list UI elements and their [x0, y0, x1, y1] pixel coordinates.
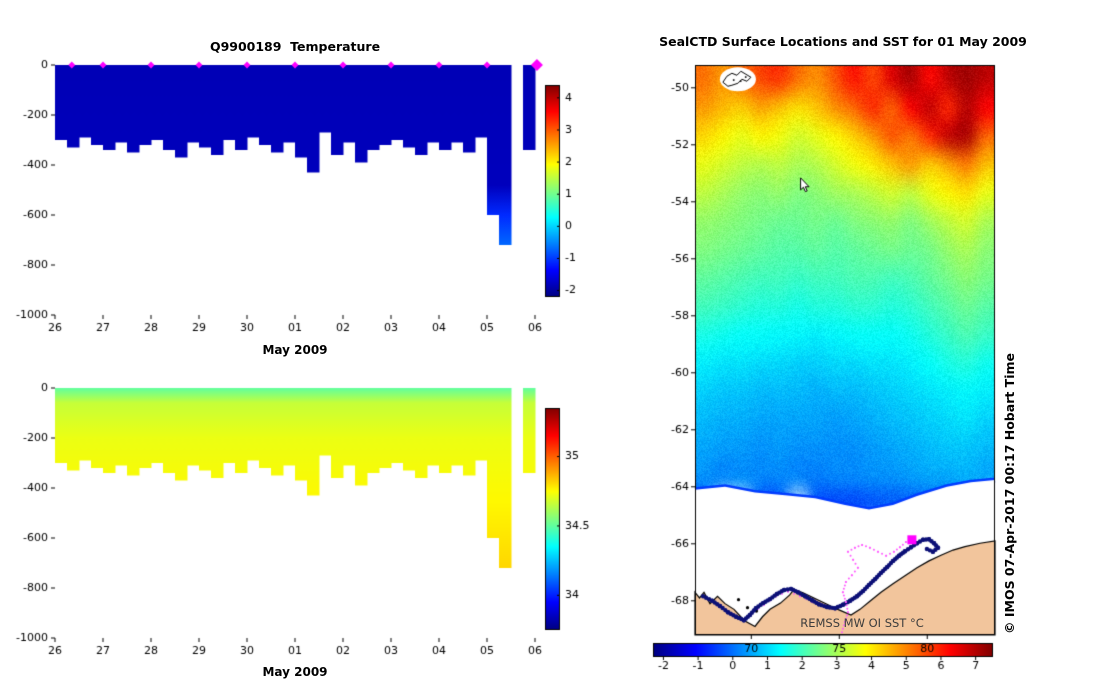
salinity-plot-xlabel: May 2009: [55, 665, 535, 679]
sst-product-label: REMSS MW OI SST °C: [762, 616, 962, 630]
figure-page: { "figure": { "background": "#ffffff" },…: [0, 0, 1099, 700]
temperature-plot-xlabel: May 2009: [55, 343, 535, 357]
imos-credit-label: © IMOS 07-Apr-2017 00:17 Hobart Time: [1002, 344, 1017, 634]
map-title: SealCTD Surface Locations and SST for 01…: [628, 34, 1058, 49]
temperature-plot-title: Q9900189 Temperature: [55, 39, 535, 54]
